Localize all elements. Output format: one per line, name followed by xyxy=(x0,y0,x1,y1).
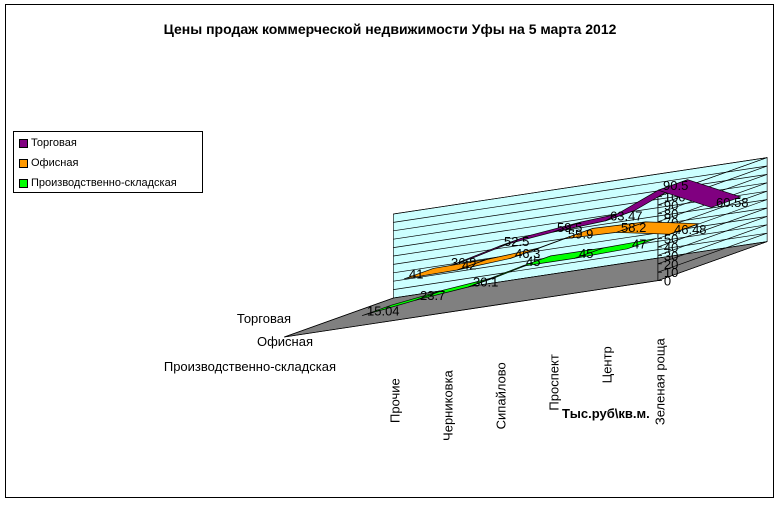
category-label: Центр xyxy=(600,346,615,383)
series-axis-ticks: Торговая Офисная Производственно-складская xyxy=(164,297,394,374)
y-tick-label: 80 xyxy=(664,206,678,221)
data-label: 41 xyxy=(409,267,423,282)
series-segment xyxy=(573,237,658,259)
chart-title: Цены продаж коммерческой недвижимости Уф… xyxy=(164,21,617,37)
x-axis-ticks: Прочие Черниковка Сипайлово Проспект Центр Зе… xyxy=(284,280,668,441)
gridline xyxy=(393,207,768,265)
x-axis-line xyxy=(284,280,658,338)
data-label: 90.5 xyxy=(663,178,688,193)
series-1: 41 42 46.3 59.9 58.2 46.48 xyxy=(403,220,707,282)
gridline xyxy=(393,241,768,299)
gridline xyxy=(393,232,768,290)
legend-label: Торговая xyxy=(31,137,77,149)
data-label: 58.2 xyxy=(621,220,646,235)
series-segment xyxy=(615,221,700,235)
category-label: Сипайлово xyxy=(494,362,509,429)
legend-swatch xyxy=(19,158,28,168)
legend-item-ofisnaya: Офисная xyxy=(19,155,78,171)
data-label: 63.47 xyxy=(610,209,643,224)
legend-label: Офисная xyxy=(31,157,79,169)
data-label: 15.04 xyxy=(367,303,400,318)
category-label: Черниковка xyxy=(441,369,456,441)
y-tick-label: 50 xyxy=(664,232,678,247)
gridline xyxy=(393,190,768,248)
category-label: Проспект xyxy=(547,354,562,410)
gridline xyxy=(393,182,768,240)
y-tick-label: 10 xyxy=(664,265,678,280)
x-axis-title: Тыс.руб\кв.м. xyxy=(562,406,650,421)
legend-label: Производственно-складская xyxy=(31,177,177,189)
gridline xyxy=(393,224,768,282)
legend-swatch xyxy=(19,138,28,148)
series-axis-label: Торговая xyxy=(237,311,291,326)
series-axis-label: Офисная xyxy=(257,334,313,349)
category-label: Зеленая роща xyxy=(653,337,668,425)
legend-item-torgovaya: Торговая xyxy=(19,135,77,151)
data-label: 59.5 xyxy=(557,220,582,235)
series-axis-label: Производственно-складская xyxy=(164,359,336,374)
data-label: 30.1 xyxy=(473,275,498,290)
legend: Торговая Офисная Производственно-складск… xyxy=(13,131,203,193)
y-tick-label: 30 xyxy=(664,248,678,263)
data-label: 42 xyxy=(462,258,476,273)
data-label: 46.48 xyxy=(674,222,707,237)
series-segment xyxy=(657,179,742,208)
data-label: 46.3 xyxy=(515,246,540,261)
data-label: 47 xyxy=(632,237,646,252)
y-tick-label: 0 xyxy=(664,274,671,289)
y-tick-label: 40 xyxy=(664,240,678,255)
category-label: Прочие xyxy=(388,378,403,423)
data-label: 23.7 xyxy=(420,288,445,303)
y-tick-label: 90 xyxy=(664,198,678,213)
legend-item-proizv: Производственно-складская xyxy=(19,175,177,191)
data-label: 52.5 xyxy=(504,234,529,249)
data-label: 59.9 xyxy=(568,227,593,242)
data-label: 45 xyxy=(579,246,593,261)
y-tick-label: 20 xyxy=(664,257,678,272)
data-label: 45 xyxy=(526,254,540,269)
series-2: 15.04 23.7 30.1 45 45 47 xyxy=(361,237,658,318)
depth-axis-line xyxy=(284,297,394,338)
data-label: 60.58 xyxy=(716,195,749,210)
legend-swatch xyxy=(19,178,28,188)
